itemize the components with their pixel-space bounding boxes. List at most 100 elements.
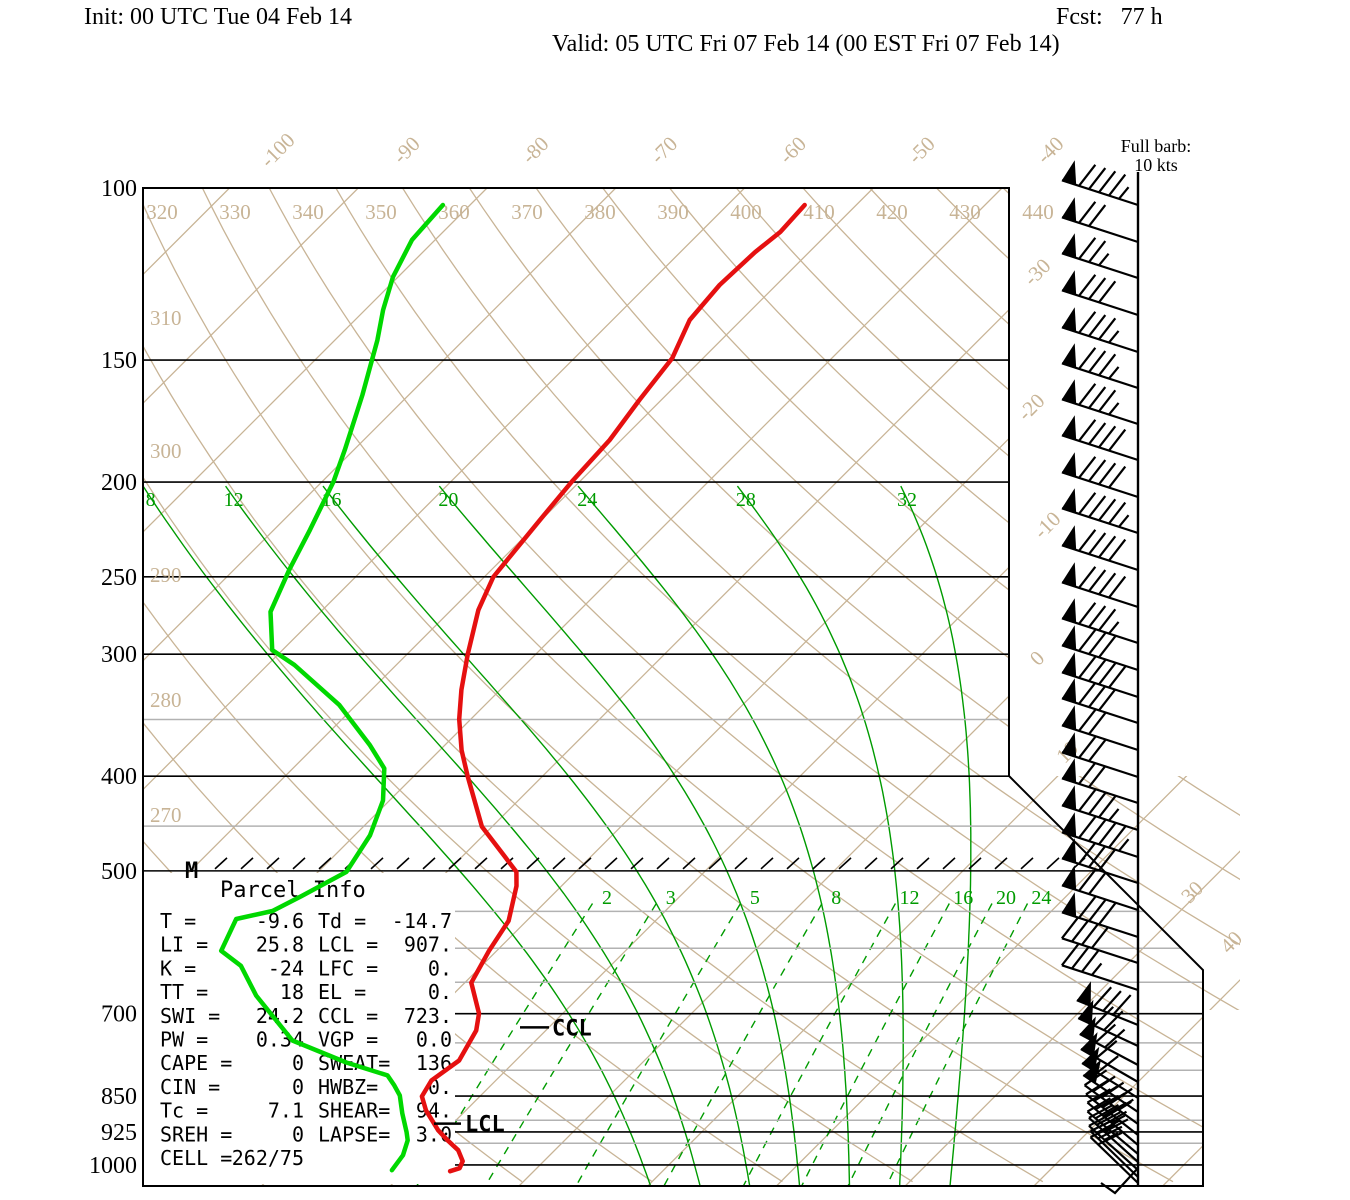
moist-adiabat-line [225, 485, 702, 1186]
pressure-axis-label: 850 [101, 1084, 137, 1110]
dry-adiabat-label: 340 [292, 200, 324, 224]
isotherm-line [143, 188, 488, 1186]
wind-barb [1061, 525, 1139, 572]
dry-adiabat-label: 400 [730, 200, 762, 224]
parcel-row-value2: 0. [428, 980, 452, 1004]
parcel-row-value2: 723. [404, 1004, 452, 1028]
barb-legend-line1: Full barb: [1121, 136, 1192, 156]
wind-barb [1061, 943, 1139, 992]
parcel-row-label2: CCL = [318, 1004, 378, 1028]
pressure-axis-label: 400 [101, 764, 137, 790]
parcel-row-label1: CAPE = [160, 1051, 232, 1075]
isotherm-label-top: -50 [903, 132, 940, 169]
hatch-tick [318, 857, 332, 870]
hatch-tick [370, 857, 384, 870]
dry-adiabat-line [143, 188, 1174, 1183]
parcel-row-label1: CIN = [160, 1075, 220, 1099]
dry-adiabat-label: 320 [146, 200, 178, 224]
hatch-tick [916, 857, 930, 870]
parcel-row-value1: 25.8 [256, 933, 304, 957]
parcel-row-label1: T = [160, 909, 196, 933]
hatch-tick [552, 857, 566, 870]
wind-barb [1061, 652, 1139, 699]
hatch-tick [474, 857, 488, 870]
mixing-ratio-label: 20 [996, 887, 1016, 909]
hatch-tick [630, 857, 644, 870]
moist-adiabat-label: 32 [897, 489, 917, 511]
parcel-row-value1: 0 [292, 1122, 304, 1146]
parcel-row-label1: LI = [160, 933, 208, 957]
dry-adiabat-label-left: 270 [150, 803, 182, 827]
isotherm-label-top: -60 [774, 132, 811, 169]
dry-adiabat-line [936, 188, 1240, 1183]
hatch-tick [682, 857, 696, 870]
hatch-tick [214, 857, 228, 870]
isotherm-label-right: 0 [1025, 646, 1049, 670]
isotherm-line [143, 188, 745, 1186]
dry-adiabat-line [1002, 188, 1240, 1183]
parcel-row-value2: 0.0 [416, 1028, 452, 1052]
isotherm-label-top: -100 [255, 128, 299, 172]
wind-barb [1079, 1016, 1139, 1066]
wind-barb [1061, 812, 1139, 859]
parcel-row-value2: 907. [404, 933, 452, 957]
temperature-curve [419, 202, 807, 1174]
dry-adiabat-label: 380 [584, 200, 616, 224]
hatch-tick [786, 857, 800, 870]
hatch-tick [526, 857, 540, 870]
hatch-tick [578, 857, 592, 870]
isotherm-line [143, 188, 874, 1186]
wind-barb [1061, 307, 1139, 354]
wind-barb [1061, 732, 1139, 779]
wind-barb [1061, 197, 1139, 244]
pressure-axis-label: 1000 [89, 1153, 137, 1179]
isotherm-line [1033, 188, 1240, 1186]
moist-adiabat-line [438, 485, 801, 1186]
dry-adiabat-line [535, 188, 1240, 1183]
parcel-row-label2: SHEAR= [318, 1099, 390, 1123]
dry-adiabat-label: 410 [803, 200, 835, 224]
wind-barb [1061, 488, 1139, 535]
hatch-tick [266, 857, 280, 870]
wind-barb [1061, 678, 1139, 725]
moist-adiabat-line [736, 485, 904, 1186]
moist-adiabat-label: 28 [736, 489, 756, 511]
mixing-ratio-label: 2 [602, 887, 612, 909]
isotherm-line [389, 188, 1240, 1186]
lcl-label: LCL [465, 1113, 505, 1138]
hatch-tick [1046, 857, 1060, 870]
parcel-info-panel [144, 873, 455, 1184]
parcel-row-value1: 18 [280, 980, 304, 1004]
hatch-tick [448, 857, 462, 870]
isotherm-line [904, 188, 1240, 1186]
hatch-tick [890, 857, 904, 870]
isotherm-label-right: -10 [1029, 507, 1066, 544]
hatch-tick [500, 857, 514, 870]
parcel-row-value1: 0 [292, 1051, 304, 1075]
wind-barb [1061, 233, 1139, 280]
parcel-row-label1: Tc = [160, 1099, 208, 1123]
isotherm-line [143, 188, 359, 1186]
wind-barb [1089, 1118, 1139, 1178]
dry-adiabat-line [268, 188, 1240, 1183]
isotherm-line [143, 188, 617, 1186]
isotherm-label-top: -90 [388, 132, 425, 169]
hatch-tick [864, 857, 878, 870]
dry-adiabat-line [735, 188, 1240, 1183]
wind-barb [1061, 270, 1139, 317]
mixing-ratio-line [742, 903, 897, 1186]
isotherm-line [518, 188, 1240, 1186]
pressure-axis-label: 700 [101, 1002, 137, 1028]
wind-barb [1061, 785, 1139, 832]
hatch-tick [708, 857, 722, 870]
dry-adiabat-label: 420 [876, 200, 908, 224]
pressure-axis-label: 100 [101, 176, 137, 202]
parcel-row-value1: 0.34 [256, 1028, 304, 1052]
moist-adiabat-label: 12 [224, 489, 244, 511]
dry-adiabat-line [802, 188, 1240, 1183]
parcel-row-label2: LAPSE= [318, 1122, 390, 1146]
wind-barb [1061, 343, 1139, 390]
isotherm-label-right: -20 [1013, 389, 1050, 426]
dry-adiabat-label: 390 [657, 200, 689, 224]
